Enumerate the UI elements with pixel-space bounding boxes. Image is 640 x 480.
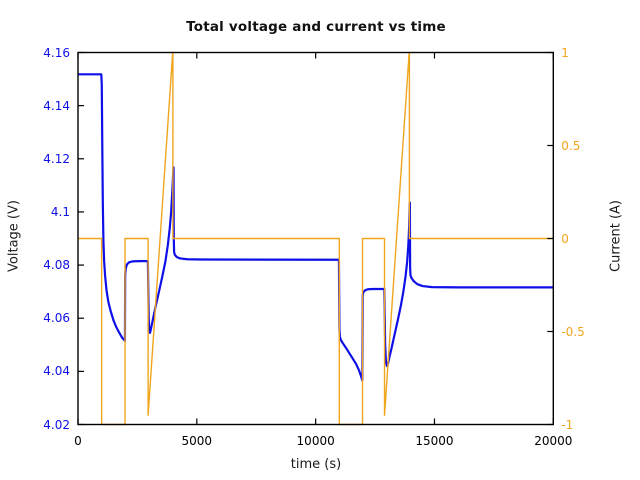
x-tick-label: 0 (74, 433, 82, 448)
x-tick-label: 10000 (296, 433, 335, 448)
y-right-tick-label: -1 (561, 417, 574, 432)
y-right-tick-label: 0.5 (561, 138, 581, 153)
x-tick-label: 20000 (534, 433, 573, 448)
y-left-tick-label: 4.06 (43, 311, 70, 326)
y-left-tick-label: 4.16 (43, 45, 70, 60)
voltage-series-line (78, 73, 554, 382)
y-left-tick-label: 4.08 (43, 258, 70, 273)
y-left-tick-label: 4.02 (43, 417, 70, 432)
y-left-tick-label: 4.12 (43, 151, 70, 166)
y-left-tick-label: 4.1 (50, 204, 70, 219)
y-left-tick-label: 4.04 (43, 364, 70, 379)
chart-title: Total voltage and current vs time (186, 19, 446, 35)
x-axis-label: time (s) (290, 457, 342, 472)
y-right-tick-label: 0 (561, 231, 569, 246)
current-series-line (78, 51, 554, 426)
y-left-tick-label: 4.14 (43, 98, 70, 113)
y-right-tick-label: -0.5 (561, 324, 585, 339)
x-tick-label: 15000 (415, 433, 454, 448)
y-axis-right-label: Current (A) (608, 200, 624, 272)
x-tick-label: 5000 (181, 433, 213, 448)
y-right-tick-label: 1 (561, 45, 569, 60)
